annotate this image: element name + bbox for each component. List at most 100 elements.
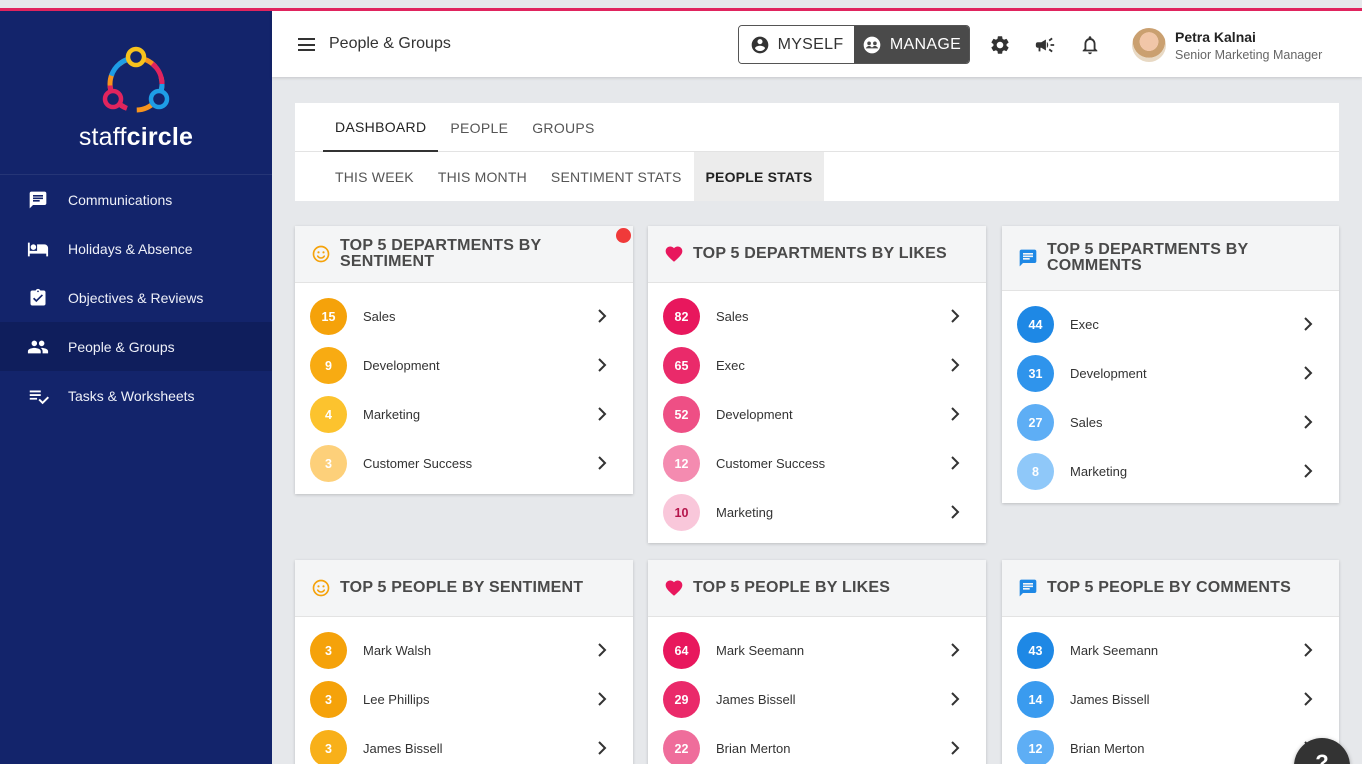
view-mode-toggle: MYSELF MANAGE bbox=[738, 25, 970, 64]
score-badge: 3 bbox=[310, 730, 347, 764]
clipboard-check-icon bbox=[27, 287, 49, 309]
menu-icon[interactable] bbox=[298, 38, 315, 55]
chevron-right-icon bbox=[951, 692, 960, 706]
list-item[interactable]: 12 Brian Merton bbox=[1002, 724, 1339, 764]
card-list: 3 Mark Walsh 3 Lee Phillips 3 James Bissell bbox=[295, 617, 633, 764]
user-role: Senior Marketing Manager bbox=[1175, 47, 1323, 62]
item-label: Marketing bbox=[363, 407, 421, 422]
top-header: People & Groups MYSELF MANAGE Petra Kaln… bbox=[272, 11, 1362, 77]
tab-groups[interactable]: GROUPS bbox=[532, 119, 595, 136]
user-profile[interactable]: Petra Kalnai Senior Marketing Manager bbox=[1132, 25, 1322, 65]
myself-toggle-button[interactable]: MYSELF bbox=[739, 26, 854, 63]
score-badge: 3 bbox=[310, 632, 347, 669]
tab-people-stats[interactable]: PEOPLE STATS bbox=[693, 152, 825, 201]
list-item[interactable]: 9 Development bbox=[295, 341, 633, 390]
list-item[interactable]: 15 Sales bbox=[295, 292, 633, 341]
list-item[interactable]: 65 Exec bbox=[648, 341, 986, 390]
list-item[interactable]: 29 James Bissell bbox=[648, 675, 986, 724]
sidebar-item-objectives[interactable]: Objectives & Reviews bbox=[0, 273, 272, 322]
group-circle-icon bbox=[863, 36, 881, 53]
card-title: TOP 5 PEOPLE BY SENTIMENT bbox=[340, 579, 584, 596]
settings-icon[interactable] bbox=[989, 34, 1011, 56]
tab-sentiment-stats[interactable]: SENTIMENT STATS bbox=[550, 168, 682, 185]
sidebar-nav: Communications Holidays & Absence Object… bbox=[0, 175, 272, 420]
score-badge: 44 bbox=[1017, 306, 1054, 343]
chevron-right-icon bbox=[598, 692, 607, 706]
list-item[interactable]: 3 Customer Success bbox=[295, 439, 633, 488]
score-badge: 31 bbox=[1017, 355, 1054, 392]
item-label: Development bbox=[363, 358, 440, 373]
megaphone-icon[interactable] bbox=[1034, 34, 1056, 56]
chevron-right-icon bbox=[951, 407, 960, 421]
card-title: TOP 5 DEPARTMENTS BY COMMENTS bbox=[1047, 242, 1248, 274]
list-item[interactable]: 27 Sales bbox=[1002, 398, 1339, 447]
list-item[interactable]: 52 Development bbox=[648, 390, 986, 439]
tab-people[interactable]: PEOPLE bbox=[450, 119, 509, 136]
card-header: TOP 5 DEPARTMENTS BY COMMENTS bbox=[1002, 226, 1339, 291]
people-icon bbox=[27, 336, 49, 358]
list-item[interactable]: 3 James Bissell bbox=[295, 724, 633, 764]
brand-wordmark: staffcircle bbox=[0, 123, 272, 152]
item-label: Sales bbox=[716, 309, 749, 324]
score-badge: 65 bbox=[663, 347, 700, 384]
primary-tabs: DASHBOARD PEOPLE GROUPS bbox=[295, 103, 1339, 152]
page-title: People & Groups bbox=[329, 35, 451, 52]
list-item[interactable]: 44 Exec bbox=[1002, 300, 1339, 349]
item-label: Brian Merton bbox=[716, 741, 791, 756]
myself-label: MYSELF bbox=[777, 35, 844, 53]
card-list: 82 Sales 65 Exec 52 Development 12 Customer … bbox=[648, 283, 986, 537]
sidebar-item-holidays[interactable]: Holidays & Absence bbox=[0, 224, 272, 273]
secondary-tabs: THIS WEEK THIS MONTH SENTIMENT STATS PEO… bbox=[295, 152, 1339, 201]
score-badge: 10 bbox=[663, 494, 700, 531]
list-item[interactable]: 14 James Bissell bbox=[1002, 675, 1339, 724]
chevron-right-icon bbox=[1304, 643, 1313, 657]
list-item[interactable]: 8 Marketing bbox=[1002, 447, 1339, 496]
tab-this-week[interactable]: THIS WEEK bbox=[335, 168, 414, 185]
sidebar-item-label: Holidays & Absence bbox=[68, 240, 193, 257]
item-label: Development bbox=[1070, 366, 1147, 381]
sidebar-item-tasks[interactable]: Tasks & Worksheets bbox=[0, 371, 272, 420]
sidebar-item-communications[interactable]: Communications bbox=[0, 175, 272, 224]
item-label: James Bissell bbox=[1070, 692, 1150, 707]
chevron-right-icon bbox=[1304, 415, 1313, 429]
score-badge: 22 bbox=[663, 730, 700, 764]
score-badge: 27 bbox=[1017, 404, 1054, 441]
item-label: James Bissell bbox=[363, 741, 443, 756]
card-list: 43 Mark Seemann 14 James Bissell 12 Brian M… bbox=[1002, 617, 1339, 764]
score-badge: 8 bbox=[1017, 453, 1054, 490]
tab-dashboard[interactable]: DASHBOARD bbox=[323, 103, 439, 152]
list-item[interactable]: 43 Mark Seemann bbox=[1002, 626, 1339, 675]
brand-wordmark-bold: circle bbox=[126, 123, 194, 151]
score-badge: 43 bbox=[1017, 632, 1054, 669]
card-title: TOP 5 PEOPLE BY LIKES bbox=[693, 579, 891, 596]
chevron-right-icon bbox=[598, 407, 607, 421]
brand-logo[interactable]: staffcircle bbox=[0, 11, 272, 175]
card-top-people-sentiment: TOP 5 PEOPLE BY SENTIMENT 3 Mark Walsh 3 L… bbox=[295, 560, 633, 764]
score-badge: 12 bbox=[1017, 730, 1054, 764]
list-item[interactable]: 3 Mark Walsh bbox=[295, 626, 633, 675]
item-label: Exec bbox=[1070, 317, 1099, 332]
chevron-right-icon bbox=[598, 309, 607, 323]
manage-toggle-button[interactable]: MANAGE bbox=[854, 26, 969, 63]
list-item[interactable]: 22 Brian Merton bbox=[648, 724, 986, 764]
sidebar-item-label: Tasks & Worksheets bbox=[68, 387, 195, 404]
chevron-right-icon bbox=[1304, 464, 1313, 478]
list-item[interactable]: 12 Customer Success bbox=[648, 439, 986, 488]
sidebar-item-people-groups[interactable]: People & Groups bbox=[0, 322, 272, 371]
score-badge: 52 bbox=[663, 396, 700, 433]
score-badge: 4 bbox=[310, 396, 347, 433]
bell-icon[interactable] bbox=[1079, 34, 1101, 56]
list-item[interactable]: 31 Development bbox=[1002, 349, 1339, 398]
list-item[interactable]: 4 Marketing bbox=[295, 390, 633, 439]
card-header: TOP 5 PEOPLE BY COMMENTS bbox=[1002, 560, 1339, 617]
chevron-right-icon bbox=[1304, 317, 1313, 331]
item-label: Sales bbox=[1070, 415, 1103, 430]
list-item[interactable]: 64 Mark Seemann bbox=[648, 626, 986, 675]
list-item[interactable]: 10 Marketing bbox=[648, 488, 986, 537]
item-label: James Bissell bbox=[716, 692, 796, 707]
item-label: Lee Phillips bbox=[363, 692, 430, 707]
tab-this-month[interactable]: THIS MONTH bbox=[437, 168, 527, 185]
card-title-line1: TOP 5 DEPARTMENTS BY bbox=[1047, 241, 1249, 258]
list-item[interactable]: 3 Lee Phillips bbox=[295, 675, 633, 724]
list-item[interactable]: 82 Sales bbox=[648, 292, 986, 341]
